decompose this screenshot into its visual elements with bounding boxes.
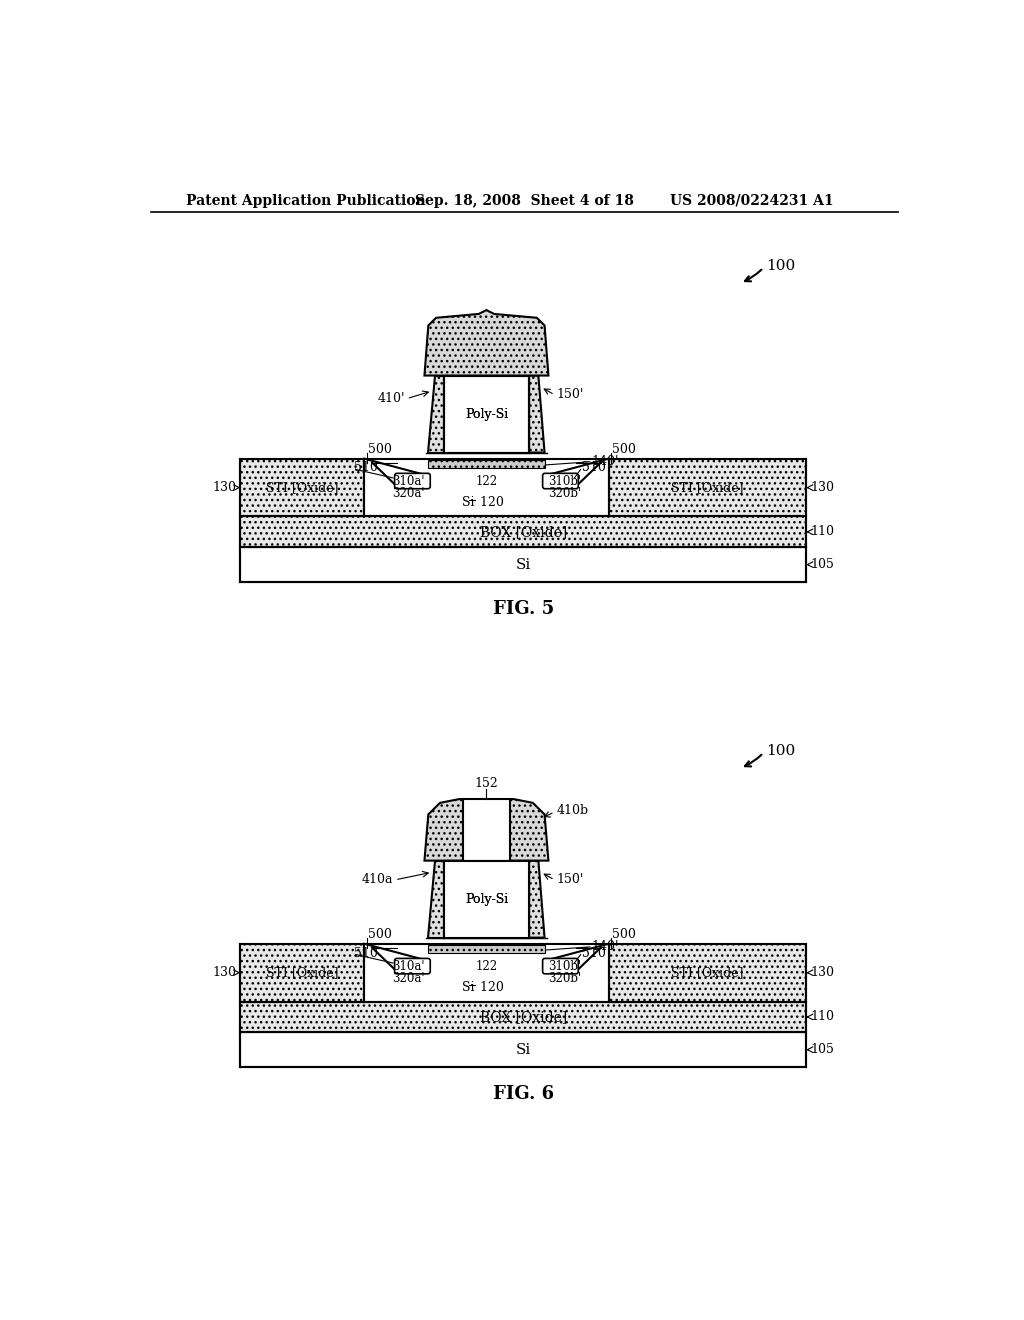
Text: Si: Si [462,496,475,510]
Text: 410a: 410a [361,874,393,887]
Text: 510: 510 [354,462,378,474]
Bar [241,944,365,1002]
Text: 150': 150' [556,874,584,887]
Text: 120: 120 [475,981,504,994]
Text: 510: 510 [583,462,606,474]
Text: STI [Oxide]: STI [Oxide] [671,480,743,494]
Text: Poly-Si: Poly-Si [465,892,508,906]
Text: 320a': 320a' [392,487,425,500]
Text: 120: 120 [475,496,504,510]
Text: 122: 122 [475,475,498,488]
Text: Poly-Si: Poly-Si [465,408,508,421]
Text: 500: 500 [612,928,636,941]
Text: Poly-Si: Poly-Si [465,892,508,906]
Bar [443,376,529,453]
Polygon shape [529,861,545,937]
Text: Sep. 18, 2008  Sheet 4 of 18: Sep. 18, 2008 Sheet 4 of 18 [415,194,634,207]
Text: 152: 152 [474,777,499,791]
Text: 500: 500 [369,444,392,455]
Bar [241,1002,806,1032]
Text: 130: 130 [810,480,834,494]
Text: FIG. 6: FIG. 6 [493,1085,554,1104]
Bar [463,799,510,861]
Text: US 2008/0224231 A1: US 2008/0224231 A1 [671,194,835,207]
Text: BOX [Oxide]: BOX [Oxide] [479,525,567,539]
Text: Patent Application Publication: Patent Application Publication [186,194,426,207]
Text: 130: 130 [213,966,237,979]
Text: STI [Oxide]: STI [Oxide] [266,966,339,979]
Text: 310a': 310a' [392,961,425,973]
Text: 500: 500 [612,444,636,455]
Text: 100: 100 [766,259,795,273]
Text: 510: 510 [583,946,606,960]
Polygon shape [424,799,463,861]
Text: 130: 130 [810,966,834,979]
Text: 310b': 310b' [548,961,581,973]
Bar [608,459,806,516]
Text: 320b': 320b' [548,972,581,985]
Text: 320b': 320b' [548,487,581,500]
Text: Si: Si [462,981,475,994]
Polygon shape [510,799,549,861]
Text: Si: Si [516,1043,530,1057]
Text: STI [Oxide]: STI [Oxide] [266,480,339,494]
Text: 410b: 410b [556,804,589,817]
Text: Si: Si [516,557,530,572]
FancyBboxPatch shape [394,474,430,488]
Text: 140': 140' [592,940,618,953]
FancyBboxPatch shape [394,958,430,974]
Text: 150': 150' [556,388,584,401]
Polygon shape [424,310,549,376]
Text: 320a': 320a' [392,972,425,985]
Bar [241,516,806,548]
Bar [443,861,529,937]
Bar [428,945,545,953]
Text: 140': 140' [592,455,618,469]
FancyBboxPatch shape [543,958,579,974]
Text: 110: 110 [810,525,834,539]
Text: 310a': 310a' [392,475,425,488]
Text: STI [Oxide]: STI [Oxide] [671,966,743,979]
Text: 130: 130 [213,480,237,494]
Polygon shape [428,376,443,453]
Text: 510: 510 [354,946,378,960]
Text: FIG. 5: FIG. 5 [493,599,554,618]
Bar [443,376,529,453]
Bar [608,944,806,1002]
Bar [443,861,529,937]
Text: 310b': 310b' [548,475,581,488]
Text: 500: 500 [369,928,392,941]
Text: BOX [Oxide]: BOX [Oxide] [479,1010,567,1024]
Polygon shape [529,376,545,453]
Bar [241,459,365,516]
Bar [241,548,806,582]
Text: 105: 105 [810,1043,834,1056]
Text: 105: 105 [810,558,834,572]
Text: 110: 110 [810,1010,834,1023]
Text: 100: 100 [766,744,795,758]
FancyBboxPatch shape [543,474,579,488]
Bar [241,1032,806,1067]
Bar [428,461,545,469]
Text: 410': 410' [378,392,406,405]
Polygon shape [428,861,443,937]
Text: Poly-Si: Poly-Si [465,408,508,421]
Text: 122: 122 [475,961,498,973]
